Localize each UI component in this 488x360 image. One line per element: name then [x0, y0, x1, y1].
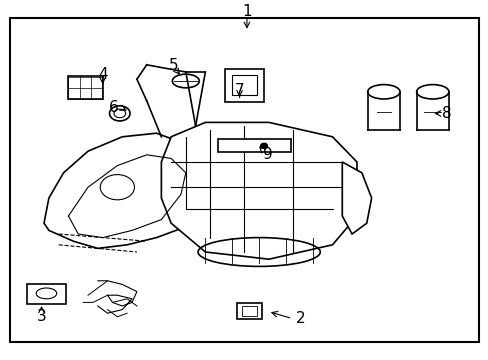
Text: 1: 1: [242, 4, 251, 19]
Text: 2: 2: [295, 311, 305, 326]
Bar: [224, 69, 264, 102]
Bar: [237, 303, 261, 319]
Polygon shape: [342, 162, 371, 234]
Text: 5: 5: [168, 58, 178, 73]
Bar: [217, 139, 290, 152]
Bar: [27, 284, 66, 304]
Polygon shape: [44, 133, 210, 248]
Text: 3: 3: [37, 309, 46, 324]
Text: 4: 4: [98, 67, 107, 82]
Bar: [242, 306, 256, 316]
Bar: [68, 76, 102, 99]
Polygon shape: [161, 122, 356, 259]
Text: 7: 7: [234, 82, 244, 98]
Text: 6: 6: [108, 100, 118, 115]
Circle shape: [260, 143, 267, 148]
Text: 9: 9: [263, 147, 272, 162]
Text: 8: 8: [441, 106, 451, 121]
Bar: [232, 75, 256, 95]
